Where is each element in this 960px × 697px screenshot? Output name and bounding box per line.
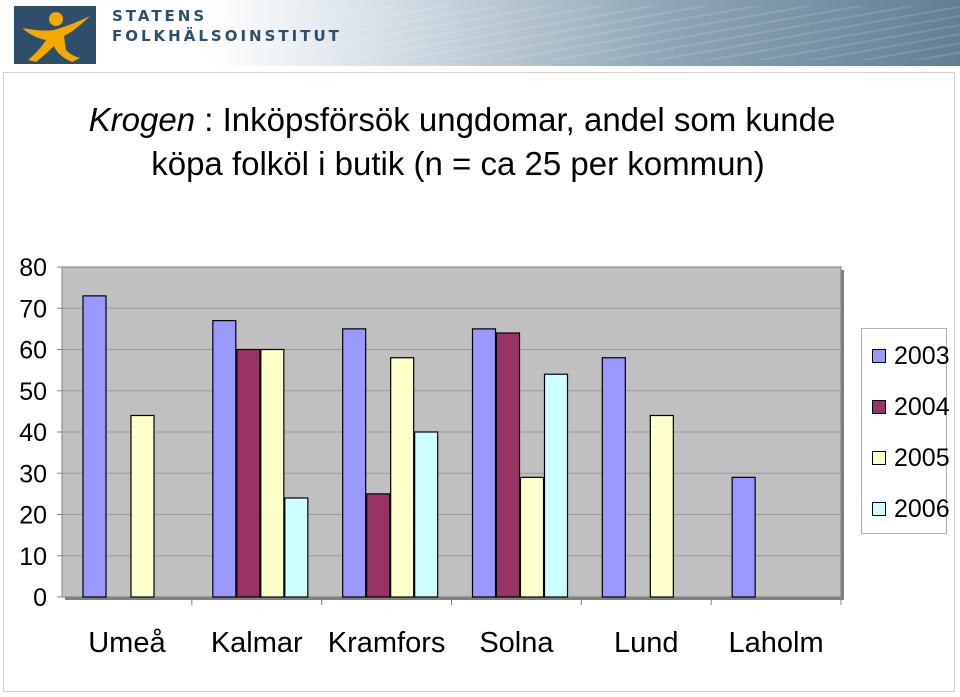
legend-swatch-2003 [872,349,886,363]
bar-2005-0 [130,414,155,598]
x-tick-label: Laholm [729,627,824,659]
banner-decoration [300,6,960,60]
bar-2004-2 [366,493,391,598]
legend-label-2003: 2003 [894,341,950,370]
bar-2006-1 [284,497,309,598]
bar-2004-1 [236,348,261,598]
legend-item-2003: 2003 [872,341,950,371]
x-tick-label: Kalmar [211,627,303,659]
legend-swatch-2006 [872,502,886,516]
y-tick-label: 60 [19,337,47,365]
x-tick-label: Solna [479,627,554,659]
x-tick-label: Kramfors [328,627,446,659]
bar-2005-1 [260,348,285,598]
org-name: STATENS FOLKHÄLSOINSTITUT [112,6,342,46]
header-banner: STATENS FOLKHÄLSOINSTITUT [0,0,960,66]
bar-2003-3 [471,328,497,598]
bar-2006-2 [414,431,439,598]
bar-2003-0 [82,295,107,598]
x-tick-label: Lund [614,627,679,659]
y-tick-label: 80 [19,254,47,282]
bar-2003-2 [342,328,367,598]
y-tick-label: 20 [19,502,47,530]
y-tick-label: 0 [33,584,47,612]
chart-title: Krogen : Inköpsförsök ungdomar, andel so… [0,98,960,186]
legend-swatch-2004 [872,400,886,414]
y-tick-label: 30 [19,460,47,488]
chart-title-rest: : Inköpsförsök ungdomar, andel som kunde [195,101,836,138]
legend-item-2004: 2004 [872,392,950,422]
legend-label-2004: 2004 [894,392,950,421]
bar-2004-3 [495,332,521,598]
y-tick-label: 50 [19,378,47,406]
bar-2005-4 [649,414,674,598]
running-figure-icon [22,12,90,62]
chart-title-line2: köpa folköl i butik (n = ca 25 per kommu… [151,145,765,182]
y-tick-label: 10 [19,543,47,571]
bar-2006-3 [543,373,569,598]
y-tick-label: 40 [19,419,47,447]
bar-2005-3 [519,476,545,598]
legend-item-2005: 2005 [872,443,950,473]
legend-swatch-2005 [872,451,886,465]
slide-frame [3,72,955,692]
bar-2003-4 [601,357,626,598]
chart-title-italic: Krogen [88,101,196,138]
org-name-line1: STATENS [112,7,208,25]
chart-legend: 2003 2004 2005 2006 [861,328,950,534]
legend-item-2006: 2006 [872,494,950,524]
bar-2003-5 [731,476,756,598]
org-name-line2: FOLKHÄLSOINSTITUT [112,27,342,45]
legend-label-2005: 2005 [894,443,950,472]
chart-title-line1: Krogen : Inköpsförsök ungdomar, andel so… [0,98,960,142]
legend-label-2006: 2006 [894,494,950,523]
bar-2003-1 [212,320,237,598]
y-tick-label: 70 [19,295,47,323]
logo [14,6,96,64]
x-tick-label: Umeå [88,627,166,659]
bar-2005-2 [390,357,415,598]
